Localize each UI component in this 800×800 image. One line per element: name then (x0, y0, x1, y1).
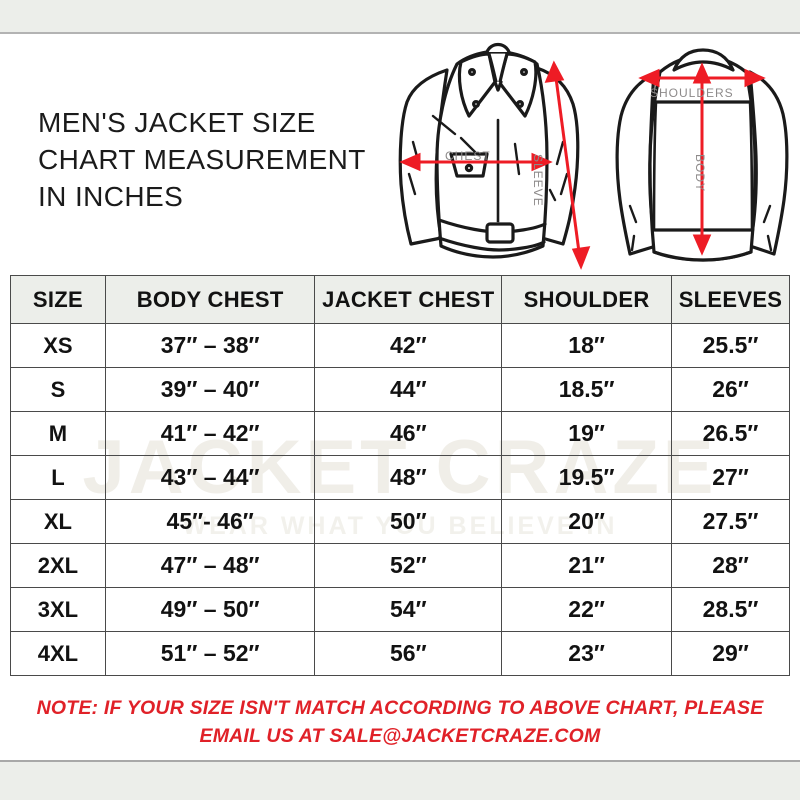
cell-size: L (10, 455, 106, 500)
cell-sleeves: 29″ (671, 631, 790, 676)
cell-jacket-chest: 42″ (314, 323, 503, 368)
cell-jacket-chest: 56″ (314, 631, 503, 676)
cell-sleeves: 28″ (671, 543, 790, 588)
cell-body-chest: 45″- 46″ (104, 499, 316, 544)
cell-sleeves: 28.5″ (671, 587, 790, 632)
cell-jacket-chest: 50″ (314, 499, 503, 544)
table-row: XL 45″- 46″ 50″ 20″ 27.5″ (10, 499, 790, 544)
cell-size: XS (10, 323, 106, 368)
note-block: NOTE: IF YOUR SIZE ISN'T MATCH ACCORDING… (0, 694, 800, 751)
sleeve-measure-arrow (544, 60, 591, 270)
column-header-body-chest: BODY CHEST (104, 275, 316, 324)
cell-sleeves: 27.5″ (671, 499, 790, 544)
cell-body-chest: 39″ – 40″ (104, 367, 316, 412)
shoulders-measure-arrow (638, 68, 766, 88)
cell-size: XL (10, 499, 106, 544)
cell-body-chest: 51″ – 52″ (104, 631, 316, 676)
body-label: BODY (693, 154, 707, 193)
cell-sleeves: 25.5″ (671, 323, 790, 368)
cell-sleeves: 26″ (671, 367, 790, 412)
cell-shoulder: 23″ (501, 631, 673, 676)
cell-shoulder: 20″ (501, 499, 673, 544)
chest-label: CHEST (445, 149, 491, 163)
cell-shoulder: 22″ (501, 587, 673, 632)
cell-size: S (10, 367, 106, 412)
cell-jacket-chest: 48″ (314, 455, 503, 500)
page-title-line-1: MEN'S JACKET SIZE (38, 107, 316, 138)
note-line-2: EMAIL US AT SALE@JACKETCRAZE.COM (199, 725, 601, 748)
jacket-back-illustration: SHOULDERS BODY (610, 24, 795, 274)
top-gray-band (0, 0, 800, 34)
cell-jacket-chest: 54″ (314, 587, 503, 632)
table-row: 2XL 47″ – 48″ 52″ 21″ 28″ (10, 543, 790, 588)
column-header-size: SIZE (10, 275, 106, 324)
cell-body-chest: 37″ – 38″ (104, 323, 316, 368)
table-header-row: SIZE BODY CHEST JACKET CHEST SHOULDER SL… (10, 275, 790, 324)
cell-shoulder: 19″ (501, 411, 673, 456)
jacket-front-icon (398, 42, 591, 270)
bottom-gray-band (0, 760, 800, 800)
table-row: 3XL 49″ – 50″ 54″ 22″ 28.5″ (10, 587, 790, 632)
cell-size: 4XL (10, 631, 106, 676)
cell-size: M (10, 411, 106, 456)
table-row: L 43″ – 44″ 48″ 19.5″ 27″ (10, 455, 790, 500)
jacket-back-icon (615, 48, 789, 262)
cell-body-chest: 43″ – 44″ (104, 455, 316, 500)
cell-sleeves: 27″ (671, 455, 790, 500)
cell-sleeves: 26.5″ (671, 411, 790, 456)
cell-body-chest: 41″ – 42″ (104, 411, 316, 456)
table-row: M 41″ – 42″ 46″ 19″ 26.5″ (10, 411, 790, 456)
chest-measure-arrow (399, 152, 553, 172)
page-title: MEN'S JACKET SIZE CHART MEASUREMENT IN I… (38, 105, 388, 216)
note-line-1: NOTE: IF YOUR SIZE ISN'T MATCH ACCORDING… (36, 697, 764, 719)
column-header-jacket-chest: JACKET CHEST (314, 275, 503, 324)
table-row: S 39″ – 40″ 44″ 18.5″ 26″ (10, 367, 790, 412)
cell-size: 3XL (10, 587, 106, 632)
cell-jacket-chest: 46″ (314, 411, 503, 456)
body-measure-arrow (692, 62, 712, 256)
cell-jacket-chest: 52″ (314, 543, 503, 588)
cell-shoulder: 21″ (501, 543, 673, 588)
cell-shoulder: 18.5″ (501, 367, 673, 412)
cell-body-chest: 49″ – 50″ (104, 587, 316, 632)
page-title-line-2: CHART MEASUREMENT (38, 143, 366, 175)
page-title-line-3: IN INCHES (38, 180, 184, 212)
jacket-illustrations: CHEST SLEEVE (395, 24, 795, 274)
cell-shoulder: 18″ (501, 323, 673, 368)
column-header-shoulder: SHOULDER (501, 275, 673, 324)
cell-body-chest: 47″ – 48″ (104, 543, 316, 588)
size-chart-table: SIZE BODY CHEST JACKET CHEST SHOULDER SL… (10, 275, 790, 676)
table-row: 4XL 51″ – 52″ 56″ 23″ 29″ (10, 631, 790, 676)
cell-shoulder: 19.5″ (501, 455, 673, 500)
column-header-sleeves: SLEEVES (671, 275, 790, 324)
jacket-front-illustration: CHEST SLEEVE (395, 24, 605, 274)
shoulders-label: SHOULDERS (650, 86, 734, 100)
sleeve-label: SLEEVE (531, 154, 545, 207)
cell-size: 2XL (10, 543, 106, 588)
table-row: XS 37″ – 38″ 42″ 18″ 25.5″ (10, 323, 790, 368)
cell-jacket-chest: 44″ (314, 367, 503, 412)
